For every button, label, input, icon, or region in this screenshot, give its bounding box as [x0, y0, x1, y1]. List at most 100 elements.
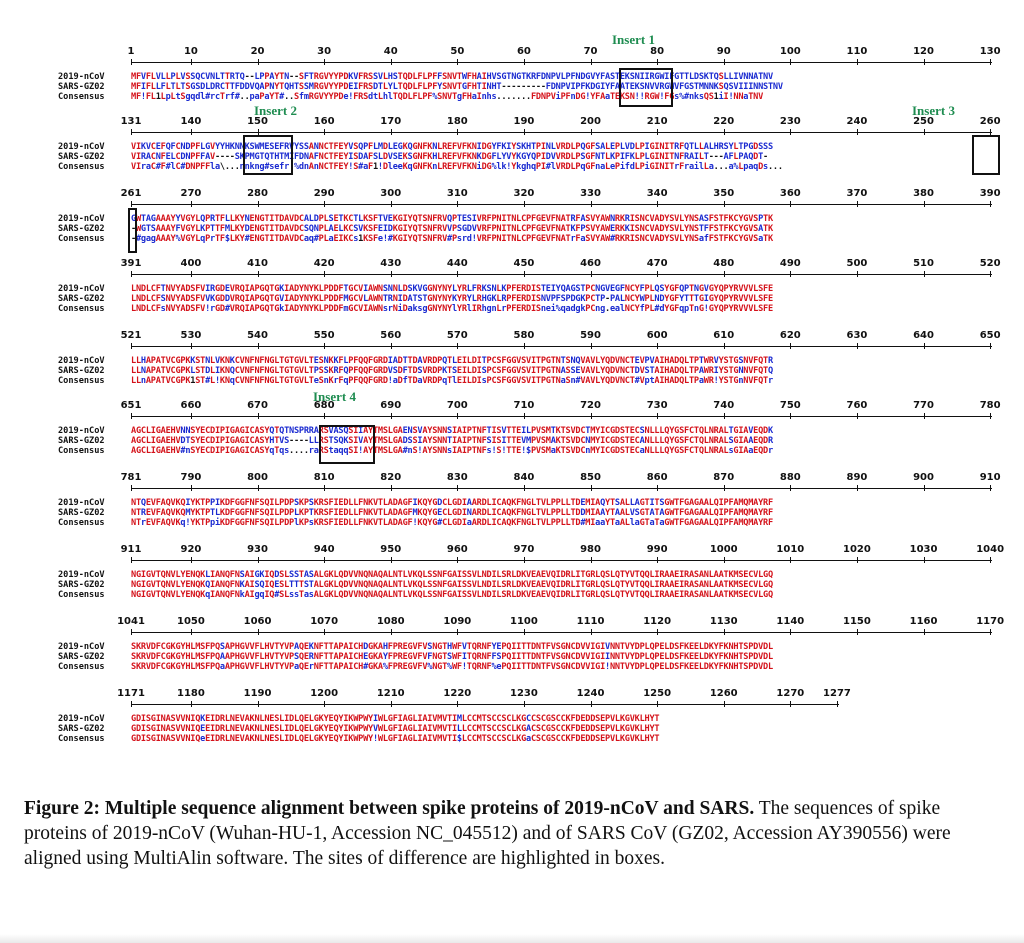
ruler-tick: [990, 485, 992, 491]
ruler-tick-label: 1070: [310, 616, 339, 627]
sequence-name-label: SARS-GZ02: [58, 152, 105, 162]
ruler-tick-label: 690: [380, 400, 402, 411]
ruler-tick-label: 720: [580, 400, 601, 411]
ruler-tick: [790, 413, 792, 419]
ruler-tick: [324, 59, 326, 65]
ruler-line: [131, 201, 993, 207]
ruler-tick-label: 1060: [243, 616, 272, 627]
ruler-tick: [390, 485, 392, 491]
ruler-tick: [723, 271, 725, 277]
ruler-tick-label: 200: [580, 116, 601, 127]
ruler-tick: [856, 343, 858, 349]
ruler-tick: [590, 485, 592, 491]
ruler-tick: [457, 59, 459, 65]
ruler-tick-label: 670: [247, 400, 268, 411]
consensus-sequence: -#gagAAAY%VGYLqPrTF$LKY#ENGTITDAVDCaq#PL…: [131, 234, 773, 244]
ruler-tick-label: 920: [180, 544, 202, 555]
ruler-tick: [790, 629, 792, 635]
ruler-line: [131, 485, 993, 491]
ruler-tick-label: 640: [913, 330, 934, 341]
ruler-tick: [590, 59, 592, 65]
ruler-tick: [190, 201, 192, 207]
sequence-name-label: 2019-nCoV: [58, 642, 105, 652]
ruler-tick: [457, 557, 459, 563]
ruler-tick-label: 1100: [510, 616, 538, 627]
ruler-tick-label: 760: [846, 400, 868, 411]
ruler-tick: [990, 629, 992, 635]
ruler-tick: [723, 485, 725, 491]
ruler-tick: [523, 557, 525, 563]
ruler-tick: [324, 629, 326, 635]
ruler-tick: [790, 343, 792, 349]
ruler-tick: [190, 271, 192, 277]
ruler-tick: [523, 485, 525, 491]
ruler-tick-label: 370: [846, 188, 868, 199]
ruler-tick-label: 1200: [310, 688, 339, 699]
ruler-tick: [856, 59, 858, 65]
ruler-tick: [856, 557, 858, 563]
ruler-tick: [457, 701, 459, 707]
ruler-tick: [923, 59, 925, 65]
sequence-name-label: Consensus: [58, 662, 105, 672]
sequence-name-label: SARS-GZ02: [58, 82, 105, 92]
ruler-tick: [723, 413, 725, 419]
ruler-tick-label: 790: [180, 472, 202, 483]
ruler-tick: [523, 701, 525, 707]
insert-highlight-box: [619, 68, 673, 107]
ruler-tick-label: 430: [380, 258, 402, 269]
ruler-tick-label: 650: [979, 330, 1001, 341]
ruler-tick: [790, 59, 792, 65]
protein-sequence: SKRVDFCGKGYHLMSFPQAAPHGVVFLHVTYVPSQERNFT…: [131, 652, 773, 662]
sequence-name-label: Consensus: [58, 446, 105, 456]
ruler-tick: [657, 413, 659, 419]
ruler-tick-label: 600: [646, 330, 668, 341]
ruler-tick-label: 190: [513, 116, 535, 127]
ruler-tick-label: 290: [313, 188, 335, 199]
ruler-tick-label: 781: [120, 472, 142, 483]
ruler-tick-label: 710: [513, 400, 535, 411]
ruler-tick-label: 1041: [117, 616, 145, 627]
ruler-tick: [457, 271, 459, 277]
ruler-tick-label: 440: [446, 258, 468, 269]
ruler-tick-label: 1050: [177, 616, 205, 627]
consensus-sequence: LLnAPATVCGPK1ST#L!KNqCVNFNFNGLTGTGVLTeSn…: [131, 376, 773, 386]
figure-caption: Figure 2: Multiple sequence alignment be…: [24, 796, 1004, 871]
protein-sequence: AGCLIGAEHVDTSYECDIPIGAGICASYHTVS----LLRS…: [131, 436, 773, 446]
ruler-tick-label: 60: [516, 46, 531, 57]
ruler-tick: [257, 129, 259, 135]
ruler-tick-label: 120: [913, 46, 934, 57]
ruler-tick-label: 1260: [709, 688, 738, 699]
ruler-tick: [257, 201, 259, 207]
ruler-tick-label: 1210: [376, 688, 405, 699]
ruler-tick: [390, 201, 392, 207]
ruler-tick-label: 630: [846, 330, 868, 341]
ruler-tick-label: 820: [380, 472, 402, 483]
sequence-name-label: 2019-nCoV: [58, 284, 105, 294]
ruler-tick-label: 560: [380, 330, 402, 341]
ruler-tick: [923, 557, 925, 563]
ruler-tick-label: 460: [580, 258, 601, 269]
ruler-tick-label: 1130: [709, 616, 738, 627]
consensus-sequence: SKRVDFCGKGYHLMSFPQaAPHGVVFLHVTYVPaQErNFT…: [131, 662, 773, 672]
sequence-name-label: Consensus: [58, 734, 105, 744]
protein-sequence: AGCLIGAEHVNNSYECDIPIGAGICASYQTQTNSPRRARS…: [131, 426, 773, 436]
sequence-name-label: 2019-nCoV: [58, 356, 105, 366]
caption-title: Figure 2: Multiple sequence alignment be…: [24, 798, 755, 819]
ruler-tick-label: 390: [979, 188, 1001, 199]
sequence-name-label: 2019-nCoV: [58, 72, 105, 82]
ruler-tick: [657, 557, 659, 563]
ruler-line: [131, 413, 993, 419]
ruler-tick-label: 770: [913, 400, 934, 411]
ruler-tick-label: 280: [247, 188, 268, 199]
ruler-tick: [324, 413, 326, 419]
ruler-tick-label: 160: [313, 116, 335, 127]
protein-sequence: VIRACNFELCDNPFFAV----SKPMGTQTHTMIFDNAFNC…: [131, 152, 768, 162]
ruler-tick-label: 391: [120, 258, 142, 269]
ruler-tick: [190, 413, 192, 419]
ruler-tick: [723, 59, 725, 65]
ruler-tick-label: 1277: [823, 688, 851, 699]
ruler-tick: [324, 271, 326, 277]
sequence-name-label: Consensus: [58, 518, 105, 528]
ruler-tick-label: 310: [446, 188, 468, 199]
ruler-tick: [457, 485, 459, 491]
